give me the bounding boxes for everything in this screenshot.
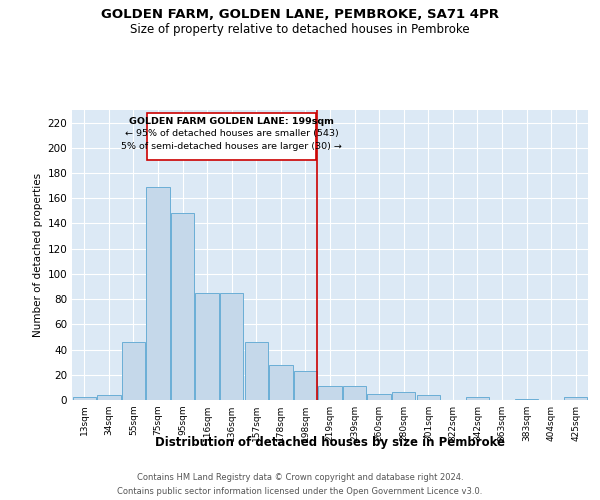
Bar [147,112,316,160]
Text: Distribution of detached houses by size in Pembroke: Distribution of detached houses by size … [155,436,505,449]
Bar [294,371,317,400]
Bar [466,398,489,400]
Bar [245,342,268,400]
Y-axis label: Number of detached properties: Number of detached properties [33,173,43,337]
Text: Size of property relative to detached houses in Pembroke: Size of property relative to detached ho… [130,22,470,36]
Text: Contains public sector information licensed under the Open Government Licence v3: Contains public sector information licen… [118,486,482,496]
Bar [220,293,244,400]
Bar [564,398,587,400]
Bar [416,395,440,400]
Text: ← 95% of detached houses are smaller (543): ← 95% of detached houses are smaller (54… [125,130,338,138]
Bar [97,395,121,400]
Bar [319,386,341,400]
Bar [171,214,194,400]
Bar [269,364,293,400]
Text: GOLDEN FARM GOLDEN LANE: 199sqm: GOLDEN FARM GOLDEN LANE: 199sqm [129,117,334,126]
Bar [392,392,415,400]
Bar [122,342,145,400]
Bar [146,187,170,400]
Text: GOLDEN FARM, GOLDEN LANE, PEMBROKE, SA71 4PR: GOLDEN FARM, GOLDEN LANE, PEMBROKE, SA71… [101,8,499,20]
Text: 5% of semi-detached houses are larger (30) →: 5% of semi-detached houses are larger (3… [121,142,342,151]
Bar [343,386,366,400]
Bar [73,398,96,400]
Bar [515,398,538,400]
Bar [196,293,219,400]
Bar [367,394,391,400]
Text: Contains HM Land Registry data © Crown copyright and database right 2024.: Contains HM Land Registry data © Crown c… [137,473,463,482]
